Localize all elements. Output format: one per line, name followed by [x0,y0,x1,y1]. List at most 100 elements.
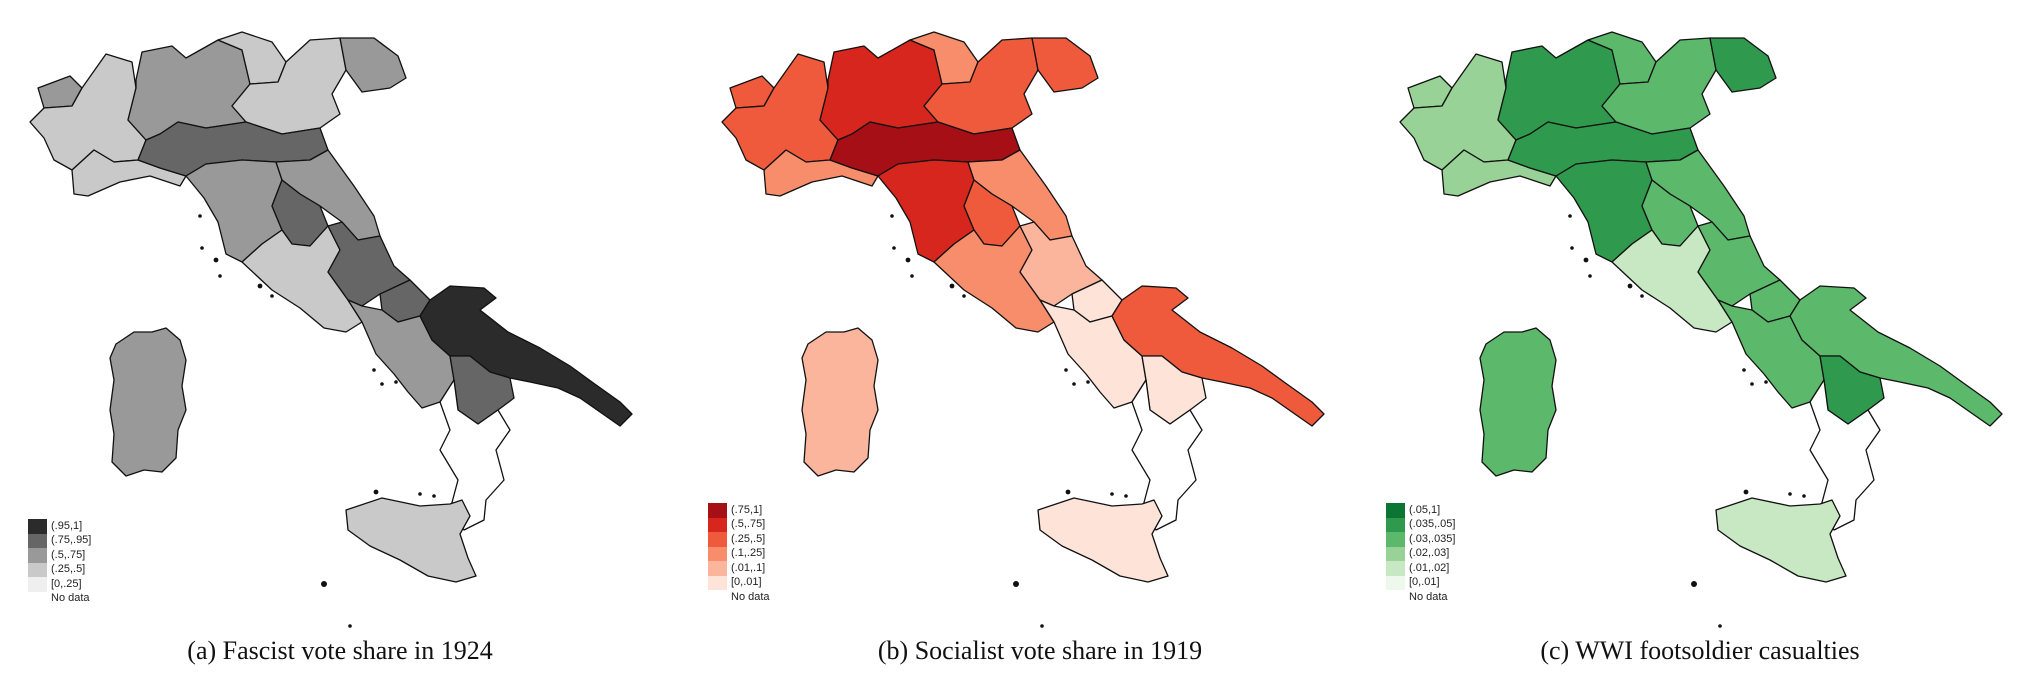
legend-label: (.95,1] [51,519,83,532]
small-island [372,368,376,372]
legend-item: (.01,.1] [708,561,770,576]
legend-c: (.05,1] (.035,.05] (.03,.035] (.02,.03] (.01… [1386,503,1455,605]
small-island [218,274,222,278]
legend-swatch [708,590,727,605]
region-friuli [339,37,407,93]
small-island [1691,581,1697,587]
legend-label: [0,.25] [51,577,82,590]
legend-swatch [708,575,727,590]
small-island [892,246,896,250]
small-island [1568,214,1572,218]
small-island [321,581,327,587]
small-island [962,294,966,298]
region-sardegna [1479,327,1557,477]
caption-c: (c) WWI footsoldier casualties [1540,636,1860,665]
small-island [394,380,398,384]
caption-b: (b) Socialist vote share in 1919 [877,636,1203,665]
legend-item: (.5,.75] [28,548,91,563]
legend-label: No data [51,592,90,605]
small-island [905,257,911,263]
legend-label: (.1,.25] [731,547,766,560]
small-island [198,214,202,218]
legend-label: (.5,.75] [731,518,766,531]
small-island [1743,489,1749,495]
legend-swatch [1386,517,1405,532]
small-island [1627,283,1633,289]
legend-label: (.035,.05] [1409,518,1456,531]
legend-swatch [708,561,727,576]
legend-item: [0,.01] [708,575,770,590]
legend-label: No data [1409,590,1448,603]
region-liguria [1441,149,1557,197]
region-piemonte [29,53,147,171]
small-island [1124,494,1128,498]
legend-swatch [1386,532,1405,547]
small-island [1802,494,1806,498]
small-island [418,492,422,496]
small-island [1742,368,1746,372]
legend-label: (.03,.035] [1409,532,1456,545]
legend-item: (.01,.02] [1386,561,1455,576]
legend-swatch [708,532,727,547]
map-italy-a [29,31,633,628]
small-island [890,214,894,218]
region-friuli [1031,37,1099,93]
region-calabria [439,379,511,531]
region-piemonte [1399,53,1517,171]
legend-item: (.5,.75] [708,517,770,532]
panel-a-fascist-vote: (.95,1] (.75,.95] (.5,.75] (.25,.5] [0,.25] N… [0,0,680,692]
region-sardegna [109,327,187,477]
small-island [1718,624,1722,628]
small-island [1086,380,1090,384]
small-island [1072,382,1076,386]
legend-swatch [28,562,47,577]
small-island [1040,624,1044,628]
legend-label: [0,.01] [731,576,762,589]
legend-swatch [28,533,47,548]
legend-item: (.75,1] [708,503,770,518]
map-italy-c [1399,31,2003,628]
small-island [1583,257,1589,263]
legend-label: [0,.01] [1409,576,1440,589]
legend-a: (.95,1] (.75,.95] (.5,.75] (.25,.5] [0,.25] N… [28,519,91,606]
small-island [1788,492,1792,496]
small-island [270,294,274,298]
small-island [1064,368,1068,372]
region-sardegna [801,327,879,477]
region-sicilia [1715,497,1847,583]
map-italy-b [721,31,1325,628]
legend-label: No data [731,590,770,603]
small-island [1013,581,1019,587]
legend-item: [0,.25] [28,577,91,592]
legend-item: (.75,.95] [28,533,92,548]
legend-swatch [1386,546,1405,561]
legend-item: [0,.01] [1386,575,1455,590]
legend-label: (.01,.02] [1409,561,1450,574]
legend-item: (.035,.05] [1386,517,1456,532]
region-liguria [71,149,187,197]
legend-label: (.75,.95] [51,534,92,547]
legend-item: (.95,1] [28,519,91,534]
legend-swatch [28,592,47,607]
legend-swatch [28,548,47,563]
legend-item: (.02,.03] [1386,546,1455,561]
small-island [1570,246,1574,250]
small-island [1065,489,1071,495]
legend-swatch [1386,575,1405,590]
legend-label: (.25,.5] [731,532,766,545]
legend-item: (.03,.035] [1386,532,1455,547]
legend-item: (.25,.5] [28,562,91,577]
legend-item: (.25,.5] [708,532,770,547]
small-island [432,494,436,498]
legend-swatch [1386,503,1405,518]
small-island [257,283,263,289]
small-island [1110,492,1114,496]
legend-swatch [28,577,47,592]
legend-item-no-data: No data [1386,590,1455,605]
legend-label: (.25,.5] [51,563,86,576]
small-island [1764,380,1768,384]
legend-item: (.1,.25] [708,546,770,561]
legend-label: (.05,1] [1409,503,1441,516]
small-island [200,246,204,250]
region-sicilia [345,497,477,583]
